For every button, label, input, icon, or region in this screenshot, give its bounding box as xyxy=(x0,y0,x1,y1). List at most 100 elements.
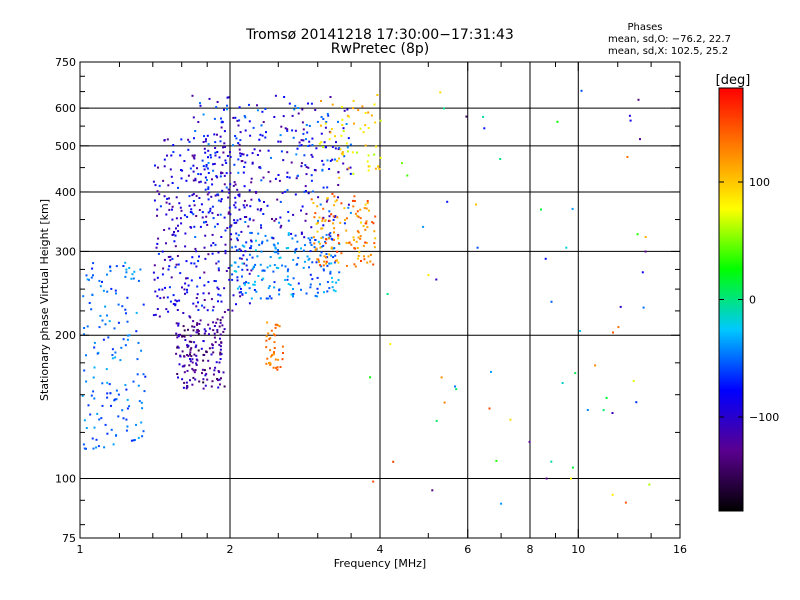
data-point xyxy=(264,136,267,139)
data-point xyxy=(287,247,290,249)
data-point xyxy=(236,239,239,242)
data-point xyxy=(81,394,84,397)
data-point xyxy=(186,291,189,294)
data-point xyxy=(166,296,169,299)
data-point xyxy=(329,131,332,134)
data-point xyxy=(359,217,362,220)
data-point xyxy=(168,202,171,205)
data-point xyxy=(288,102,291,105)
data-point xyxy=(196,285,199,288)
data-point xyxy=(195,194,198,197)
data-point xyxy=(229,225,231,228)
data-point xyxy=(156,295,159,298)
data-point xyxy=(248,272,251,275)
data-point xyxy=(217,251,220,254)
data-point xyxy=(278,325,281,328)
data-point xyxy=(157,166,159,169)
data-point xyxy=(181,350,184,353)
colorbar-tick-label: 0 xyxy=(749,294,756,307)
data-point xyxy=(310,174,313,177)
data-point xyxy=(219,351,222,354)
data-point xyxy=(303,190,306,193)
data-point xyxy=(204,151,207,154)
data-point xyxy=(220,200,222,203)
data-point xyxy=(109,392,112,395)
data-point xyxy=(121,305,124,308)
data-point xyxy=(330,213,333,216)
data-point xyxy=(213,162,216,165)
data-point xyxy=(274,94,277,97)
data-point xyxy=(345,229,348,232)
data-point xyxy=(251,267,254,270)
data-point xyxy=(124,261,127,264)
data-point xyxy=(333,238,335,241)
data-point xyxy=(212,321,215,324)
data-point xyxy=(336,259,338,262)
data-point xyxy=(328,237,331,240)
data-point xyxy=(242,204,245,207)
data-point xyxy=(248,217,251,220)
data-point xyxy=(219,353,222,356)
data-point xyxy=(366,202,369,204)
data-point xyxy=(316,287,319,290)
data-point xyxy=(311,137,314,140)
data-point xyxy=(202,292,205,295)
y-tick-labels: 75 100 200 300 400 500 600 750 xyxy=(55,56,76,545)
data-point xyxy=(171,234,174,236)
data-point xyxy=(629,119,632,122)
data-point xyxy=(311,278,314,281)
data-point xyxy=(192,179,195,182)
data-point xyxy=(310,153,313,156)
data-point xyxy=(291,237,294,240)
data-point xyxy=(220,126,223,129)
data-point xyxy=(226,104,228,107)
data-point xyxy=(161,250,164,253)
data-point xyxy=(187,354,190,357)
data-point xyxy=(624,501,627,504)
data-point xyxy=(294,251,296,254)
data-point xyxy=(594,364,597,367)
data-point xyxy=(238,257,241,260)
data-point xyxy=(297,107,300,109)
data-point xyxy=(245,204,248,207)
data-point xyxy=(85,274,88,277)
data-point xyxy=(290,161,293,164)
stats-line-x: mean, sd,X: 102.5, 25.2 xyxy=(608,46,728,57)
data-point xyxy=(244,250,247,253)
data-point xyxy=(240,249,243,252)
data-point xyxy=(173,240,176,243)
data-point xyxy=(141,435,144,438)
data-point xyxy=(316,291,319,294)
data-point xyxy=(364,228,367,231)
data-point xyxy=(188,315,191,318)
data-point xyxy=(366,226,369,229)
data-point xyxy=(454,385,456,388)
data-point xyxy=(186,215,189,218)
data-point xyxy=(176,255,179,257)
data-point xyxy=(198,255,200,258)
data-point xyxy=(235,221,238,224)
data-point xyxy=(475,203,478,206)
data-point xyxy=(233,261,236,264)
data-point xyxy=(333,247,336,250)
data-point xyxy=(353,239,355,241)
data-point xyxy=(159,205,162,208)
data-point xyxy=(544,257,547,260)
data-point xyxy=(347,206,350,209)
data-point xyxy=(216,329,219,331)
data-point xyxy=(317,196,320,199)
data-point xyxy=(217,386,220,389)
data-point xyxy=(108,320,111,323)
data-point xyxy=(180,138,183,141)
data-point xyxy=(177,333,180,336)
data-point xyxy=(580,89,583,92)
data-point xyxy=(206,193,209,196)
data-point xyxy=(92,262,95,265)
data-point xyxy=(86,325,89,328)
data-point xyxy=(309,286,312,289)
data-point xyxy=(267,149,270,152)
data-point xyxy=(297,256,300,259)
data-point xyxy=(213,369,216,372)
data-point xyxy=(153,264,156,267)
data-point xyxy=(315,147,318,150)
